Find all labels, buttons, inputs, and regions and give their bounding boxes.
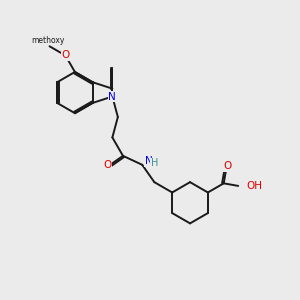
Text: N: N: [145, 156, 152, 166]
Text: N: N: [109, 92, 116, 101]
Text: O: O: [61, 50, 70, 60]
Text: methoxy: methoxy: [32, 36, 65, 45]
Text: O: O: [224, 161, 232, 172]
Text: OH: OH: [246, 182, 262, 191]
Text: H: H: [151, 158, 158, 168]
Text: O: O: [103, 160, 112, 170]
